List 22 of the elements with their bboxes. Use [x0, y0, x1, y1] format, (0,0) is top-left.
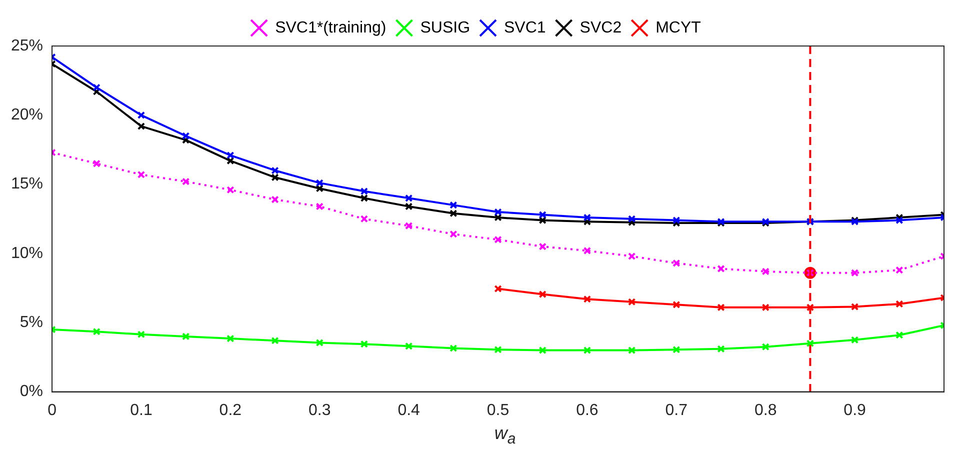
- y-tick-label: 10%: [10, 244, 44, 262]
- legend-label: SVC2: [580, 19, 622, 36]
- x-tick-label: 0.4: [398, 402, 420, 419]
- legend-label: MCYT: [656, 19, 702, 36]
- x-tick-label: 0.1: [130, 402, 152, 419]
- x-tick-label: 0: [48, 402, 57, 419]
- x-tick-label: 0.7: [665, 402, 688, 419]
- x-tick-label: 0.3: [308, 402, 331, 419]
- legend-label: SVC1*(training): [275, 19, 386, 36]
- y-tick-label: 25%: [10, 37, 44, 54]
- x-tick-label: 0.6: [576, 402, 598, 419]
- y-tick-label: 5%: [20, 314, 44, 332]
- y-tick-label: 20%: [10, 106, 44, 124]
- x-axis-title: w$_{a}$: [493, 423, 517, 448]
- y-tick-label: 0%: [20, 383, 44, 400]
- x-tick-label: 0.2: [219, 402, 242, 419]
- legend-label: SVC1: [504, 19, 546, 36]
- x-tick-label: 0.8: [754, 402, 777, 419]
- x-tick-label: 0.5: [486, 402, 510, 419]
- legend-label: SUSIG: [420, 19, 470, 36]
- x-tick-label: 0.9: [844, 402, 866, 419]
- y-tick-label: 15%: [10, 176, 44, 193]
